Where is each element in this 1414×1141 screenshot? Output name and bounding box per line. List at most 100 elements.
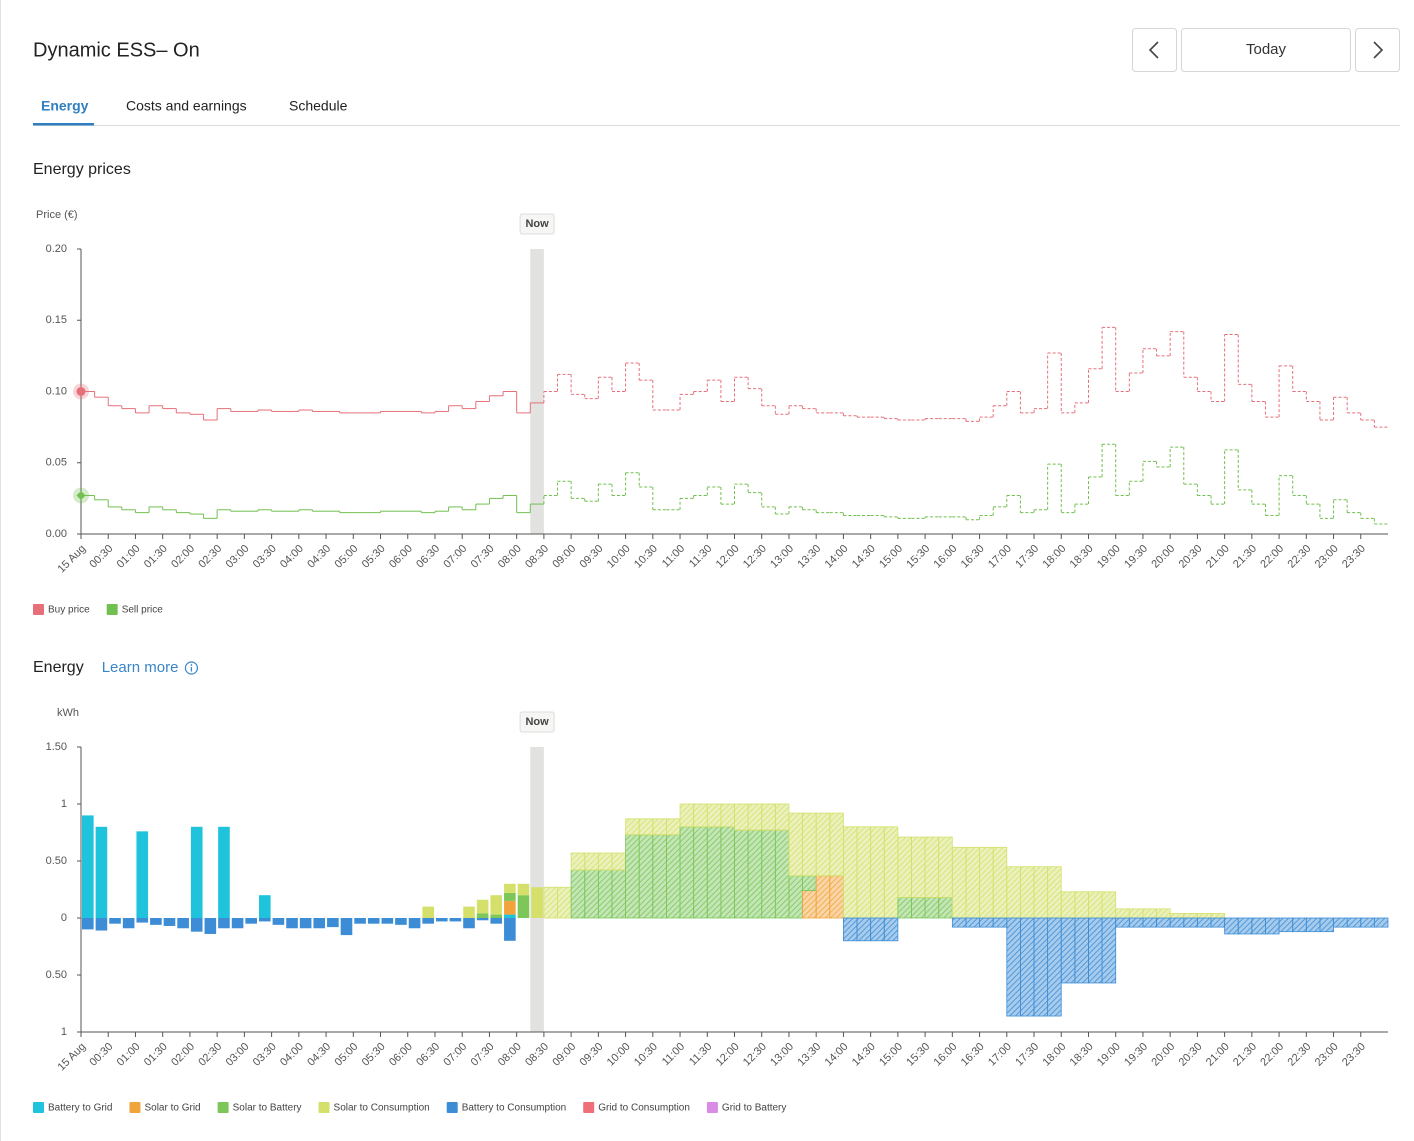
energy-bar: [897, 836, 912, 898]
tab[interactable]: Costs and earnings: [126, 98, 247, 114]
energy-bar: [422, 918, 434, 924]
x-tick-label: 16:30: [959, 1041, 987, 1069]
energy-bar: [570, 852, 586, 871]
tab[interactable]: Schedule: [289, 98, 348, 114]
x-tick-label: 11:30: [687, 543, 714, 570]
now-label: Now: [525, 218, 549, 230]
y-tick-label: 1: [61, 798, 67, 810]
energy-bar: [924, 836, 940, 898]
energy-bar: [286, 918, 298, 929]
energy-bar: [82, 918, 94, 930]
energy-bar: [597, 869, 613, 919]
x-tick-label: 01:30: [142, 543, 170, 571]
legend-swatch: [446, 1102, 458, 1113]
tab[interactable]: Energy: [41, 98, 89, 114]
y-tick-label: 0.15: [46, 314, 67, 326]
x-tick-label: 20:30: [1177, 1041, 1205, 1069]
energy-bar: [1292, 917, 1307, 933]
energy-bar: [150, 918, 162, 925]
energy-bar: [504, 914, 516, 918]
x-tick-label: 00:30: [87, 543, 115, 571]
energy-bar: [652, 818, 667, 836]
date-button[interactable]: Today: [1181, 28, 1351, 72]
energy-bar: [734, 803, 749, 831]
energy-bar: [1074, 891, 1089, 919]
x-tick-label: 03:30: [251, 543, 279, 571]
energy-bar: [706, 803, 722, 828]
learn-more-link[interactable]: Learn more: [102, 659, 179, 676]
x-tick-label: 16:00: [932, 1041, 960, 1069]
energy-bar: [1101, 891, 1117, 919]
x-tick-label: 15:00: [877, 543, 905, 571]
energy-bar: [679, 826, 695, 919]
legend-label: Solar to Battery: [233, 1103, 302, 1114]
x-tick-label: 20:00: [1149, 1041, 1177, 1069]
x-tick-label: 04:00: [278, 543, 306, 571]
energy-bar: [476, 918, 489, 921]
x-tick-label: 21:00: [1204, 543, 1232, 571]
legend-swatch: [217, 1102, 229, 1113]
now-badge: [519, 213, 555, 235]
x-tick-label: 10:30: [632, 543, 660, 571]
energy-bar: [965, 917, 980, 928]
x-tick-label: 08:00: [496, 1041, 524, 1069]
energy-bar: [367, 918, 380, 924]
energy-bar: [1210, 917, 1226, 928]
legend-label: Solar to Consumption: [334, 1103, 430, 1114]
energy-bar: [570, 869, 586, 919]
y-tick-label: 0.10: [46, 385, 67, 397]
x-tick-label: 20:30: [1177, 543, 1205, 571]
x-tick-label: 11:30: [687, 1041, 714, 1068]
x-tick-label: 12:30: [741, 543, 769, 571]
energy-bar: [449, 918, 462, 922]
x-tick-label: 21:30: [1231, 1041, 1259, 1069]
y-tick-label: 0: [61, 912, 67, 924]
energy-bar: [504, 892, 516, 901]
energy-bar: [979, 917, 994, 928]
button-frame: [1181, 28, 1351, 72]
energy-bar: [965, 846, 980, 919]
energy-bar: [109, 918, 121, 924]
energy-bar: [218, 826, 230, 918]
energy-bar: [761, 829, 776, 919]
x-tick-label: 23:30: [1340, 1041, 1368, 1069]
x-tick-label: 16:30: [959, 543, 987, 571]
x-tick-label: 04:00: [278, 1041, 306, 1069]
next-day-button[interactable]: [1355, 28, 1400, 72]
legend-label: Grid to Consumption: [598, 1103, 690, 1114]
x-tick-label: 10:30: [632, 1041, 660, 1069]
x-tick-label: 18:30: [1068, 1041, 1096, 1069]
legend-swatch: [129, 1102, 141, 1113]
x-tick-label: 02:30: [196, 1041, 224, 1069]
energy-bar: [258, 918, 271, 922]
prev-day-button[interactable]: [1132, 28, 1177, 72]
x-tick-label: 08:00: [496, 543, 524, 571]
energy-bar: [856, 917, 872, 942]
chevron-right: [1373, 41, 1384, 59]
energy-bar: [1156, 917, 1171, 928]
info-icon: [184, 661, 199, 675]
energy-bar: [95, 826, 108, 918]
energy-bar: [584, 852, 599, 871]
energy-bar: [883, 826, 899, 919]
energy-bar: [843, 917, 858, 942]
energy-bar: [747, 803, 763, 831]
energy-bar: [190, 918, 203, 932]
energy-bar: [611, 869, 626, 919]
start-marker: [76, 387, 86, 396]
energy-bar: [1169, 913, 1185, 919]
x-tick-label: 02:00: [169, 1041, 197, 1069]
x-tick-label: 09:00: [550, 1041, 578, 1069]
energy-bar: [1251, 917, 1266, 935]
legend-label: Sell price: [122, 605, 164, 616]
energy-bar: [1060, 891, 1076, 919]
energy-bar: [95, 918, 108, 931]
x-tick-label: 23:00: [1313, 543, 1341, 571]
energy-bar: [231, 918, 244, 929]
x-tick-label: 15 Aug: [55, 1041, 88, 1074]
energy-bar: [1373, 917, 1389, 928]
button-frame: [1132, 28, 1177, 72]
energy-bar: [938, 836, 953, 898]
